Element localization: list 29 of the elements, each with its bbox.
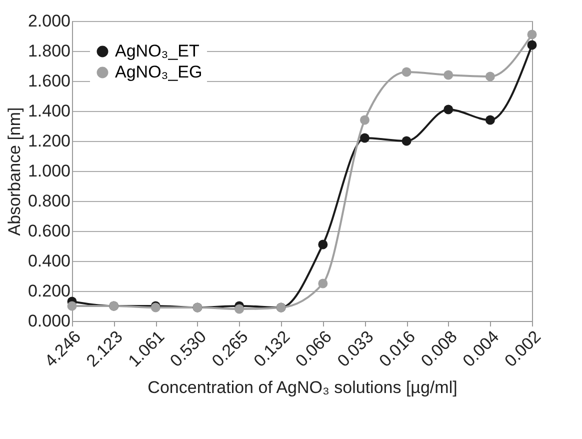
point bbox=[402, 136, 412, 146]
y-tick-label: 2.000 bbox=[28, 12, 70, 30]
legend-label: AgNO₃_ET bbox=[115, 42, 200, 60]
point bbox=[234, 304, 244, 314]
y-axis-title: Absorbance [nm] bbox=[4, 107, 24, 236]
point bbox=[444, 104, 454, 114]
point bbox=[527, 30, 537, 40]
point bbox=[485, 72, 495, 82]
point bbox=[402, 67, 412, 77]
y-tick-label: 0.600 bbox=[28, 222, 70, 240]
y-tick-label: 1.600 bbox=[28, 72, 70, 90]
x-axis-title: Concentration of AgNO₃ solutions [µg/ml] bbox=[148, 378, 458, 397]
point bbox=[318, 278, 328, 288]
y-tick-label: 1.000 bbox=[28, 162, 70, 180]
y-tick-label: 0.800 bbox=[28, 192, 70, 210]
point bbox=[527, 40, 537, 50]
point bbox=[360, 115, 370, 125]
point bbox=[318, 240, 328, 250]
point bbox=[360, 133, 370, 143]
y-tick-label: 0.200 bbox=[28, 282, 70, 300]
y-tick-label: 0.400 bbox=[28, 252, 70, 270]
legend-label: AgNO₃_EG bbox=[115, 62, 202, 82]
y-tick-label: 1.200 bbox=[28, 132, 70, 150]
point bbox=[444, 70, 454, 80]
point bbox=[485, 115, 495, 125]
y-tick-label: 0.000 bbox=[28, 312, 70, 330]
point bbox=[67, 301, 77, 311]
y-tick-label: 1.800 bbox=[28, 42, 70, 60]
y-tick-label: 1.400 bbox=[28, 102, 70, 120]
